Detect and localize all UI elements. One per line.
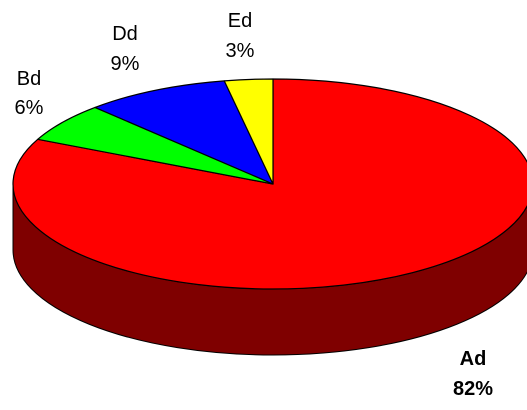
slice-percent-bd: 6% (15, 97, 44, 119)
pie-labels: Ad 82% Bd 6% Dd 9% Ed 3% (15, 10, 494, 400)
pie-tops (12, 78, 527, 290)
slice-percent-dd: 9% (111, 53, 140, 75)
slice-label-bd: Bd (17, 68, 41, 90)
pie-slice-dd (94, 80, 274, 185)
pie-slice-ed (223, 78, 274, 185)
slice-label-dd: Dd (112, 23, 138, 45)
slice-label-ad: Ad (460, 348, 487, 370)
slice-percent-ad: 82% (453, 378, 493, 400)
slice-percent-ed: 3% (226, 40, 255, 62)
slice-label-ed: Ed (228, 10, 252, 32)
